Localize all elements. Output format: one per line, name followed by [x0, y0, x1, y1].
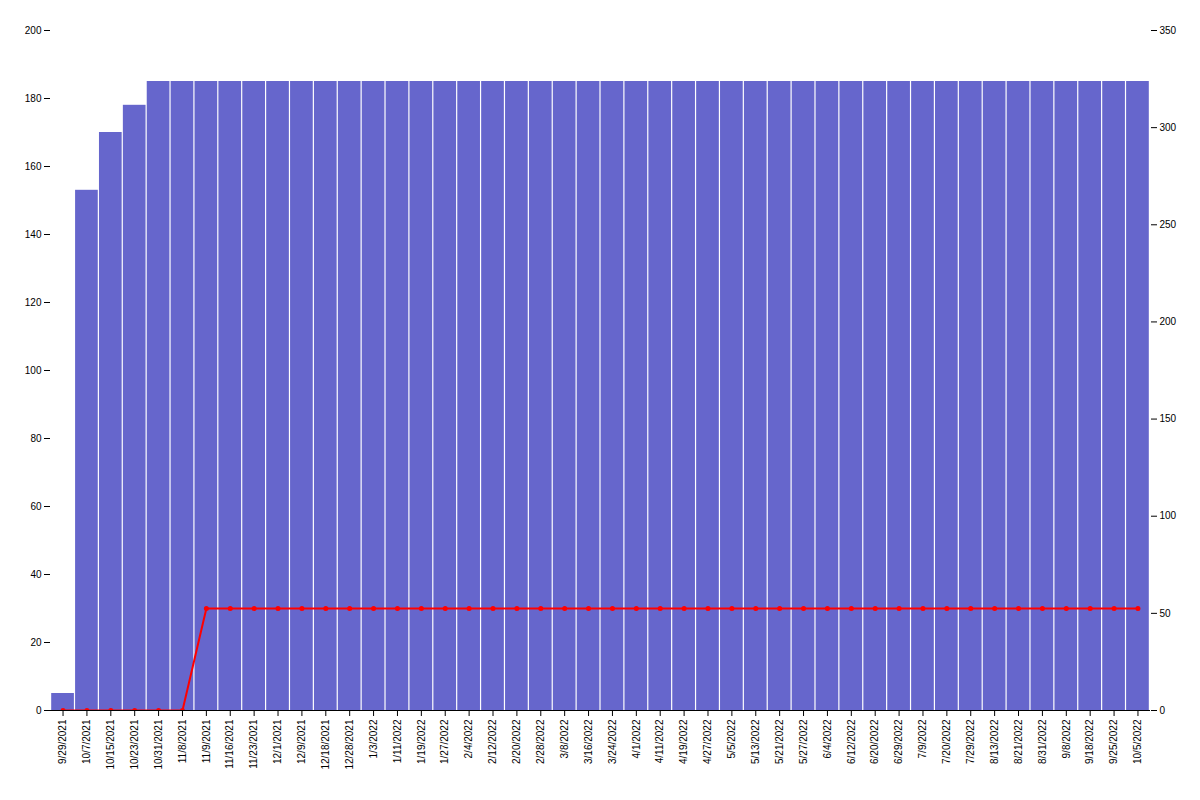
svg-text:9/8/2022: 9/8/2022 [1060, 719, 1071, 758]
svg-text:3/8/2022: 3/8/2022 [559, 719, 570, 758]
svg-text:3/16/2022: 3/16/2022 [583, 719, 594, 764]
svg-text:5/13/2022: 5/13/2022 [750, 719, 761, 764]
svg-text:12/9/2021: 12/9/2021 [296, 719, 307, 764]
svg-text:100: 100 [25, 365, 42, 376]
svg-text:3/24/2022: 3/24/2022 [607, 719, 618, 764]
svg-text:20: 20 [30, 637, 42, 648]
svg-text:10/15/2021: 10/15/2021 [105, 719, 116, 769]
svg-text:12/1/2021: 12/1/2021 [272, 719, 283, 764]
svg-text:250: 250 [1160, 219, 1177, 230]
svg-text:12/28/2021: 12/28/2021 [344, 719, 355, 769]
svg-text:7/29/2022: 7/29/2022 [965, 719, 976, 764]
svg-text:180: 180 [25, 93, 42, 104]
svg-text:2/4/2022: 2/4/2022 [463, 719, 474, 758]
svg-text:12/18/2021: 12/18/2021 [320, 719, 331, 769]
svg-text:40: 40 [30, 569, 42, 580]
svg-text:4/11/2022: 4/11/2022 [654, 719, 665, 763]
svg-text:11/23/2021: 11/23/2021 [248, 719, 259, 769]
svg-text:2/12/2022: 2/12/2022 [487, 719, 498, 764]
svg-text:6/4/2022: 6/4/2022 [822, 719, 833, 758]
svg-text:10/23/2021: 10/23/2021 [129, 719, 140, 769]
svg-text:2/20/2022: 2/20/2022 [511, 719, 522, 764]
svg-text:5/27/2022: 5/27/2022 [798, 719, 809, 764]
svg-text:150: 150 [1160, 413, 1177, 424]
svg-text:4/19/2022: 4/19/2022 [678, 719, 689, 764]
svg-text:140: 140 [25, 229, 42, 240]
svg-text:350: 350 [1160, 25, 1177, 36]
svg-text:10/5/2022: 10/5/2022 [1132, 719, 1143, 764]
svg-text:7/9/2022: 7/9/2022 [917, 719, 928, 758]
svg-text:2/28/2022: 2/28/2022 [535, 719, 546, 764]
svg-text:8/21/2022: 8/21/2022 [1013, 719, 1024, 764]
svg-text:10/31/2021: 10/31/2021 [153, 719, 164, 769]
svg-text:0: 0 [36, 705, 42, 716]
svg-text:200: 200 [1160, 316, 1177, 327]
svg-text:1/11/2022: 1/11/2022 [392, 719, 403, 763]
svg-text:11/9/2021: 11/9/2021 [201, 719, 212, 763]
svg-text:120: 120 [25, 297, 42, 308]
svg-text:5/5/2022: 5/5/2022 [726, 719, 737, 758]
svg-text:1/19/2022: 1/19/2022 [416, 719, 427, 764]
svg-text:11/8/2021: 11/8/2021 [177, 719, 188, 763]
svg-text:6/12/2022: 6/12/2022 [846, 719, 857, 764]
svg-text:4/27/2022: 4/27/2022 [702, 719, 713, 764]
svg-text:10/7/2021: 10/7/2021 [81, 719, 92, 764]
svg-text:5/21/2022: 5/21/2022 [774, 719, 785, 764]
svg-text:8/13/2022: 8/13/2022 [989, 719, 1000, 764]
svg-text:60: 60 [30, 501, 42, 512]
svg-text:9/25/2022: 9/25/2022 [1108, 719, 1119, 764]
svg-text:6/20/2022: 6/20/2022 [869, 719, 880, 764]
svg-text:80: 80 [30, 433, 42, 444]
svg-text:8/31/2022: 8/31/2022 [1037, 719, 1048, 764]
svg-text:11/16/2021: 11/16/2021 [224, 719, 235, 769]
svg-text:9/18/2022: 9/18/2022 [1084, 719, 1095, 764]
svg-text:1/27/2022: 1/27/2022 [439, 719, 450, 764]
svg-text:300: 300 [1160, 122, 1177, 133]
svg-text:50: 50 [1160, 608, 1172, 619]
svg-text:4/1/2022: 4/1/2022 [631, 719, 642, 758]
svg-text:0: 0 [1160, 705, 1166, 716]
svg-text:1/3/2022: 1/3/2022 [368, 719, 379, 758]
svg-text:200: 200 [25, 25, 42, 36]
svg-text:6/29/2022: 6/29/2022 [893, 719, 904, 764]
svg-text:100: 100 [1160, 510, 1177, 521]
svg-text:9/29/2021: 9/29/2021 [57, 719, 68, 764]
svg-text:160: 160 [25, 161, 42, 172]
svg-text:7/20/2022: 7/20/2022 [941, 719, 952, 764]
